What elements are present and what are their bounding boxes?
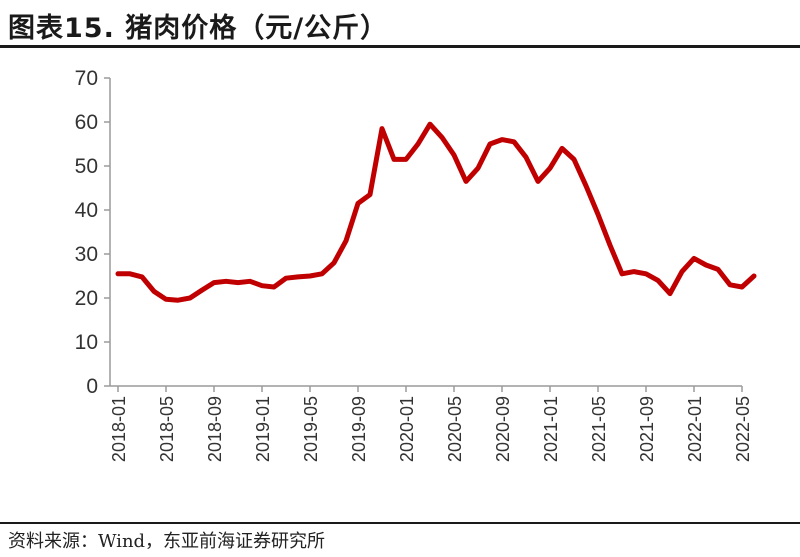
price-series-line <box>115 121 757 303</box>
x-tick-label: 2021-01 <box>541 396 561 462</box>
y-tick-label: 30 <box>75 243 98 266</box>
x-tick-label: 2019-09 <box>349 396 369 462</box>
source-note: 资料来源：Wind，东亚前海证券研究所 <box>8 531 326 552</box>
x-tick-label: 2020-09 <box>493 396 513 462</box>
chart-area: 0 10 20 30 40 50 60 70 2018-01 2018-05 2018-09 2019… <box>0 50 800 520</box>
x-tick-label: 2020-01 <box>397 396 417 462</box>
x-tick-label: 2018-01 <box>109 396 129 462</box>
x-tick-label: 2020-05 <box>445 396 465 462</box>
chart-title: 图表15. 猪肉价格（元/公斤） <box>8 13 389 44</box>
y-tick-label: 10 <box>75 331 98 354</box>
y-tick-label: 60 <box>75 111 98 134</box>
x-tick-label: 2021-05 <box>589 396 609 462</box>
y-tick-label: 70 <box>75 67 98 90</box>
title-bar: 图表15. 猪肉价格（元/公斤） <box>0 0 800 50</box>
x-tick-label: 2021-09 <box>637 396 657 462</box>
price-line-chart: 0 10 20 30 40 50 60 70 2018-01 2018-05 2018-09 2019… <box>75 67 757 462</box>
y-tick-label: 50 <box>75 155 98 178</box>
x-tick-label: 2022-01 <box>685 396 705 462</box>
y-tick-label: 0 <box>86 375 98 398</box>
x-tick-label: 2018-09 <box>205 396 225 462</box>
footer-divider <box>0 522 800 524</box>
x-tick-label: 2022-05 <box>733 396 753 462</box>
x-tick-label: 2018-05 <box>157 396 177 462</box>
x-tick-label: 2019-01 <box>253 396 273 462</box>
y-tick-label: 40 <box>75 199 98 222</box>
y-tick-label: 20 <box>75 287 98 310</box>
title-divider <box>0 45 800 48</box>
x-tick-label: 2019-05 <box>301 396 321 462</box>
